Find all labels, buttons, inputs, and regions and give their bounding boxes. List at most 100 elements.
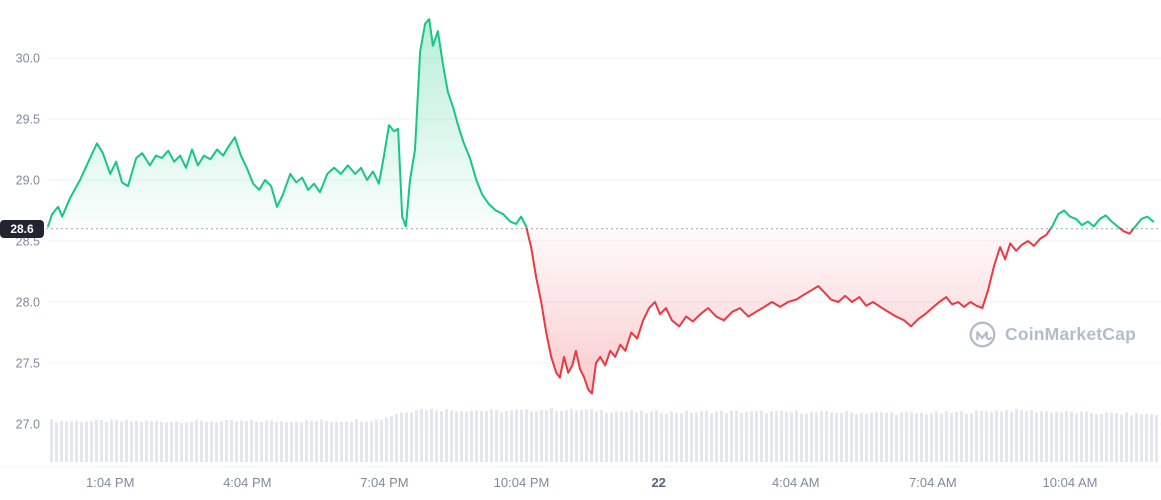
volume-bar — [150, 421, 153, 462]
volume-bar — [950, 412, 953, 462]
volume-bar — [610, 412, 613, 462]
volume-bar — [490, 409, 493, 462]
volume-bar — [1130, 415, 1133, 462]
volume-bar — [375, 419, 378, 462]
volume-bar — [460, 410, 463, 462]
volume-bar — [575, 410, 578, 462]
volume-bar — [880, 412, 883, 462]
volume-bar — [120, 421, 123, 462]
volume-bar — [245, 420, 248, 462]
volume-bar — [370, 421, 373, 462]
volume-bar — [705, 411, 708, 462]
volume-bar — [995, 410, 998, 462]
volume-bar — [255, 421, 258, 462]
volume-bar — [170, 421, 173, 462]
volume-bar — [450, 410, 453, 462]
volume-bar — [205, 422, 208, 462]
volume-bar — [930, 413, 933, 462]
y-axis-label: 28.5 — [16, 235, 40, 249]
volume-bar — [1110, 412, 1113, 462]
price-line-above — [47, 18, 528, 230]
volume-bar — [1030, 409, 1033, 462]
volume-bar — [675, 412, 678, 462]
volume-bar — [955, 411, 958, 462]
volume-bar — [230, 419, 233, 462]
volume-bar — [740, 412, 743, 462]
volume-bar — [1020, 410, 1023, 462]
volume-bar — [90, 420, 93, 462]
volume-bar — [115, 420, 118, 462]
volume-bar — [405, 412, 408, 462]
volume-bar — [1005, 410, 1008, 462]
volume-bar — [975, 410, 978, 462]
volume-bar — [70, 421, 73, 462]
volume-bar — [1025, 411, 1028, 462]
volume-bar — [555, 411, 558, 462]
volume-bar — [470, 410, 473, 462]
volume-bar — [365, 421, 368, 462]
volume-bar — [295, 421, 298, 462]
volume-bar — [195, 419, 198, 462]
volume-bar — [585, 409, 588, 462]
volume-bar — [1100, 414, 1103, 462]
volume-bar — [380, 419, 383, 462]
volume-bar — [775, 410, 778, 462]
volume-bar — [940, 413, 943, 462]
x-axis-label: 10:04 PM — [494, 475, 550, 490]
volume-bar — [260, 422, 263, 462]
volume-bar — [625, 411, 628, 462]
volume-bar — [235, 421, 238, 462]
volume-bar — [900, 412, 903, 462]
volume-bar — [510, 410, 513, 462]
volume-bar — [50, 419, 53, 462]
volume-bar — [330, 421, 333, 462]
volume-bar — [785, 411, 788, 462]
volume-bar — [100, 420, 103, 462]
volume-bar — [55, 422, 58, 462]
volume-bar — [980, 410, 983, 462]
volume-bar — [440, 411, 443, 462]
volume-bar — [335, 421, 338, 462]
volume-bar — [640, 410, 643, 462]
volume-bar — [685, 410, 688, 462]
volume-bar — [840, 413, 843, 462]
volume-bar — [215, 422, 218, 462]
volume-bar — [325, 420, 328, 462]
volume-bar — [590, 409, 593, 462]
volume-bar — [175, 421, 178, 462]
x-axis-label: 10:04 AM — [1043, 475, 1098, 490]
volume-bar — [130, 421, 133, 462]
y-axis-label: 29.5 — [16, 113, 40, 127]
volume-bar — [825, 410, 828, 462]
volume-bar — [210, 421, 213, 462]
volume-bar — [520, 409, 523, 462]
volume-bar — [225, 419, 228, 462]
volume-bar — [305, 420, 308, 462]
volume-bar — [660, 413, 663, 462]
volume-bar — [1145, 413, 1148, 462]
volume-bar — [805, 413, 808, 462]
volume-bar — [645, 413, 648, 462]
volume-bar — [725, 412, 728, 462]
volume-bar — [935, 411, 938, 462]
volume-bar — [525, 409, 528, 462]
volume-bar — [715, 411, 718, 462]
volume-bar — [300, 422, 303, 462]
volume-bar — [815, 412, 818, 462]
volume-bar — [845, 411, 848, 462]
volume-bar — [790, 412, 793, 462]
volume-bar — [530, 411, 533, 462]
volume-bar — [670, 411, 673, 462]
volume-bar — [870, 413, 873, 462]
volume-bar — [665, 413, 668, 462]
volume-bar — [1140, 414, 1143, 462]
volume-bar — [1035, 412, 1038, 462]
volume-bar — [1070, 411, 1073, 462]
volume-bar — [735, 410, 738, 462]
volume-bar — [970, 413, 973, 462]
volume-bar — [875, 412, 878, 462]
price-area-above — [1133, 216, 1154, 229]
volume-bar — [595, 411, 598, 462]
